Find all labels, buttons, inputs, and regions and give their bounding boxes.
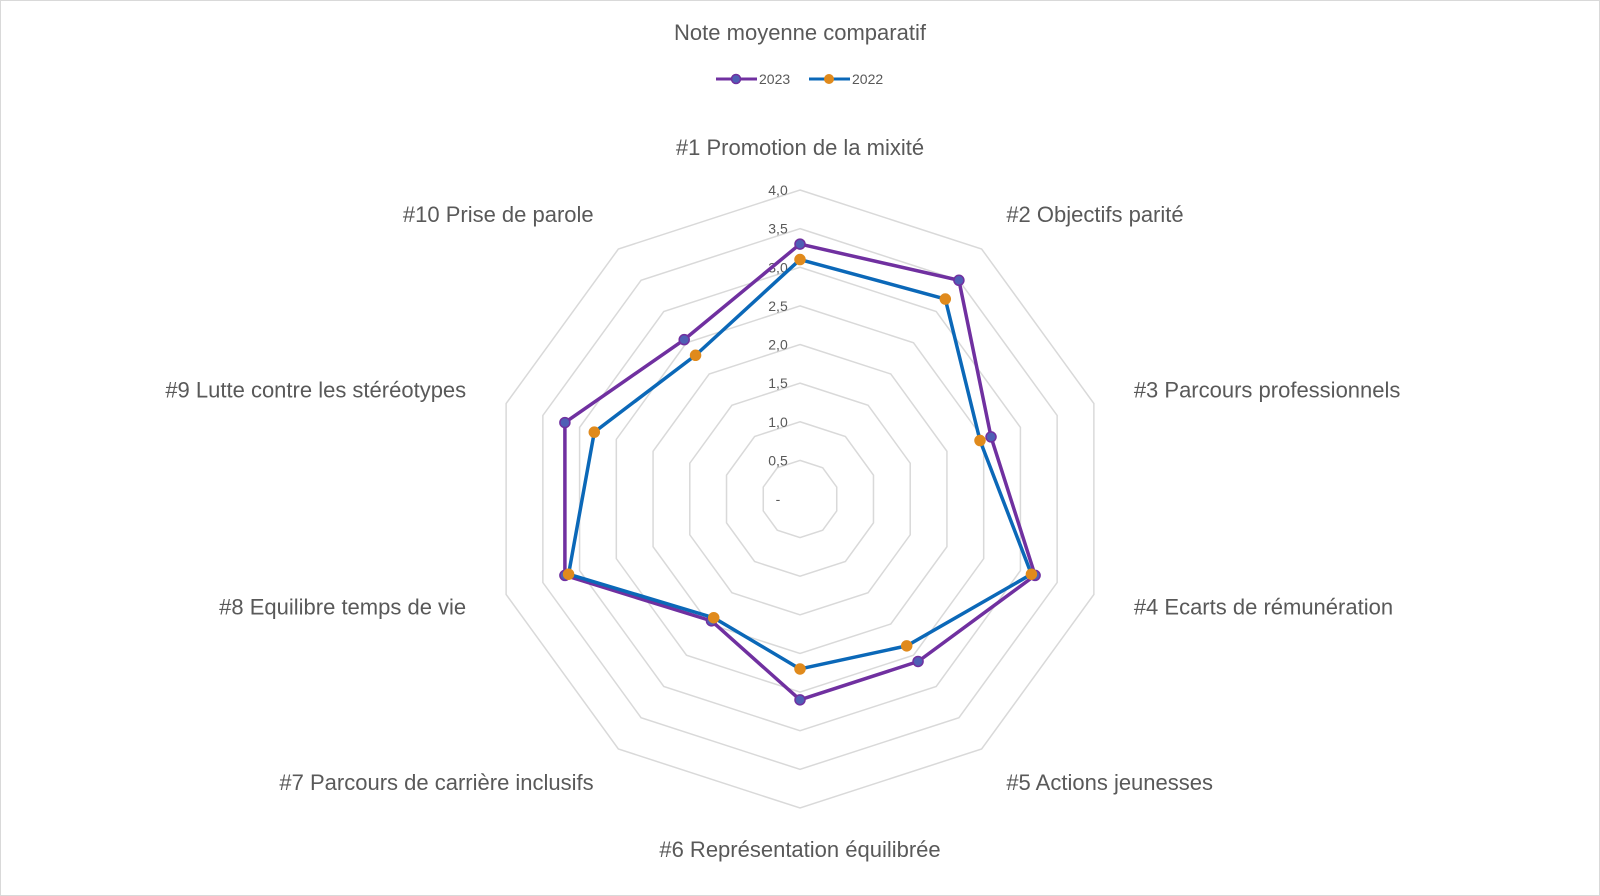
series-point-2022 [974,434,986,447]
radar-grid [505,189,1095,809]
legend-marker-2023 [730,73,742,85]
series-point-2023 [678,333,690,346]
series-point-2023 [912,655,924,668]
category-labels: #1 Promotion de la mixité #2 Objectifs pa… [165,135,1400,862]
series-point-2022 [562,568,575,580]
series-point-2023 [953,274,965,287]
series-point-2022 [689,349,702,362]
series-line-2023 [563,242,1037,702]
grid-ring [505,189,1095,809]
legend-item-2023[interactable]: 2023 [716,71,790,87]
series-point-2022 [1025,568,1038,580]
grid-ring [542,227,1058,771]
series-point-2022 [794,253,806,266]
radial-tick-label: 1,5 [768,375,788,391]
chart-title: Note moyenne comparatif [674,20,927,45]
category-label: #2 Objectifs parité [1006,202,1183,227]
legend-label-2022: 2022 [852,71,883,87]
series-point-2022 [588,426,601,438]
category-label: #5 Actions jeunesses [1006,770,1213,795]
series-point-2022 [900,640,913,652]
grid-ring [615,305,985,693]
grid-ring [689,382,911,616]
series-point-2022 [939,293,952,305]
radial-tick-label: 3,5 [768,221,788,237]
grid-ring [652,343,948,655]
radial-tick-label: 1,0 [768,414,788,430]
radial-tick-label: 3,0 [768,259,788,275]
series-point-2022 [707,611,720,624]
radial-tick-label: 4,0 [768,182,788,198]
category-label: #9 Lutte contre les stéréotypes [165,378,466,403]
legend: 2023 2022 [716,71,883,87]
category-label: #3 Parcours professionnels [1134,378,1401,403]
legend-marker-2022 [824,74,834,84]
series-point-2023 [559,416,571,429]
grid-ring [578,266,1022,732]
radial-tick-label: 2,0 [768,337,788,353]
series-point-2023 [794,694,806,706]
radial-tick-label: - [776,491,781,507]
radial-tick-labels: - 0,5 1,0 1,5 2,0 2,5 3,0 3,5 4,0 [768,182,788,507]
series-point-2023 [794,238,806,250]
category-label: #8 Equilibre temps de vie [219,594,466,619]
category-label: #6 Représentation équilibrée [659,837,940,862]
category-label: #7 Parcours de carrière inclusifs [279,770,593,795]
legend-label-2023: 2023 [759,71,790,87]
legend-item-2022[interactable]: 2022 [809,71,883,87]
grid-ring [725,420,875,578]
category-label: #1 Promotion de la mixité [676,135,924,160]
category-label: #4 Ecarts de rémunération [1134,594,1393,619]
series-point-2022 [794,663,806,675]
series-lines [559,238,1041,706]
series-point-2023 [985,431,997,443]
radial-tick-label: 2,5 [768,298,788,314]
category-label: #10 Prise de parole [403,202,594,227]
radial-tick-label: 0,5 [768,452,788,468]
grid-ring [762,459,838,539]
series-line-2022 [566,257,1034,671]
